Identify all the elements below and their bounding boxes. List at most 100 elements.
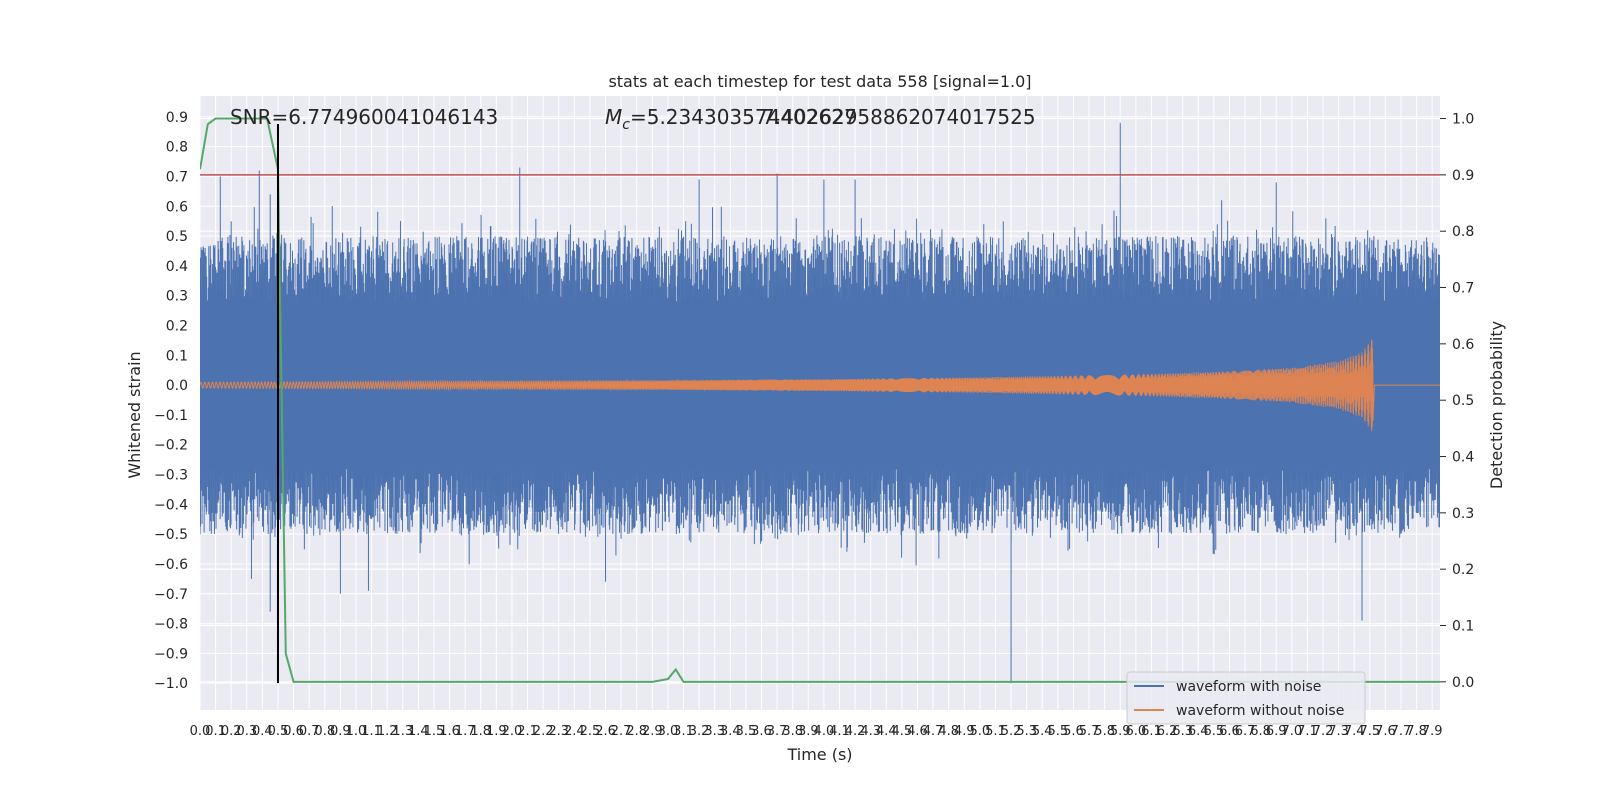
chirp-mass-annotation: Mc=5.234303574402627 [605,105,857,133]
y2-tick-label: 0.1 [1452,619,1474,635]
x-tick-label: 3.6 [751,724,772,739]
x-tick-label: 7.7 [1391,724,1412,739]
x-tick-label: 4.3 [860,724,881,739]
x-tick-label: 7.3 [1328,724,1349,739]
x-tick-label: 7.9 [1422,724,1443,739]
x-tick-label: 6.9 [1266,724,1287,739]
x-tick-label: 4.7 [923,724,944,739]
x-tick-label: 7.2 [1313,724,1334,739]
x-tick-label: 6.7 [1235,724,1256,739]
x-tick-label: 6.4 [1188,724,1209,739]
y-tick-label: −0.4 [154,497,188,513]
y2-tick-label: 0.2 [1452,562,1474,578]
x-tick-label: 6.3 [1172,724,1193,739]
x-tick-label: 5.3 [1016,724,1037,739]
x-tick-label: 5.2 [1001,724,1022,739]
x-tick-label: 0.4 [252,724,273,739]
chart-title: stats at each timestep for test data 558… [608,72,1031,91]
x-tick-label: 0.6 [283,724,304,739]
x-tick-label: 3.2 [689,724,710,739]
series-waveform-without-noise [200,339,1440,432]
y2-tick-label: 0.5 [1452,393,1474,409]
x-ticks: 0.00.10.20.30.40.50.60.70.80.91.01.11.21… [190,724,1443,739]
x-tick-label: 3.7 [767,724,788,739]
x-tick-label: 0.9 [330,724,351,739]
x-tick-label: 7.1 [1297,724,1318,739]
x-tick-label: 4.9 [954,724,975,739]
x-tick-label: 4.1 [829,724,850,739]
y-tick-label: 0.3 [166,289,188,305]
y-tick-label: −0.2 [154,438,188,454]
y-tick-label: 0.9 [166,110,188,126]
y2-axis-label: Detection probability [1487,321,1506,489]
y2-tick-label: 0.4 [1452,450,1474,466]
x-tick-label: 5.9 [1110,724,1131,739]
x-tick-label: 6.5 [1203,724,1224,739]
x-tick-label: 2.1 [517,724,538,739]
y2-tick-label: 0.7 [1452,281,1474,297]
x-tick-label: 4.8 [938,724,959,739]
x-tick-label: 3.1 [673,724,694,739]
y-tick-label: 0.4 [166,259,188,275]
snr-annotation: SNR=6.774960041046143 [230,105,498,129]
chirp-mass-symbol: M [605,105,622,129]
y-tick-label: −0.1 [154,408,188,424]
y-tick-label: 0.7 [166,169,188,185]
y2-tick-label: 0.8 [1452,224,1474,240]
x-tick-label: 5.4 [1032,724,1053,739]
series-detection-probability [200,117,1440,683]
x-tick-label: 7.4 [1344,724,1365,739]
y2-tick-label: 0.9 [1452,168,1474,184]
x-tick-label: 1.6 [439,724,460,739]
y2-tick-label: 0.6 [1452,337,1474,353]
x-tick-label: 1.2 [377,724,398,739]
x-tick-label: 3.9 [798,724,819,739]
legend-label-noise: waveform with noise [1176,679,1321,695]
y2-tick-label: 0.3 [1452,506,1474,522]
x-tick-label: 2.9 [642,724,663,739]
x-tick-label: 0.1 [205,724,226,739]
y2-tick-label: 0.0 [1452,675,1474,691]
x-tick-label: 5.1 [985,724,1006,739]
x-tick-label: 0.5 [268,724,289,739]
x-tick-label: 1.0 [346,724,367,739]
x-tick-label: 7.5 [1359,724,1380,739]
x-tick-label: 3.8 [782,724,803,739]
x-tick-label: 2.6 [595,724,616,739]
x-tick-label: 6.1 [1141,724,1162,739]
legend-box [1126,671,1366,725]
x-tick-label: 5.5 [1048,724,1069,739]
x-tick-label: 3.0 [658,724,679,739]
x-tick-label: 1.3 [392,724,413,739]
x-tick-label: 7.8 [1406,724,1427,739]
x-tick-label: 2.7 [611,724,632,739]
x-tick-label: 5.6 [1063,724,1084,739]
y2-tick-label: 1.0 [1452,112,1474,128]
y-tick-label: 0.0 [166,378,188,394]
overlap-annotation: 7.40262958862074017525 [762,105,1036,129]
x-tick-label: 1.1 [361,724,382,739]
y-tick-label: 0.5 [166,229,188,245]
y-ticks: 0.9 0.8 0.7 0.6 0.5 0.4 0.3 0.2 0.1 0.0 −0.1 −0.2 −0… [154,110,188,692]
legend-label-clean: waveform without noise [1176,703,1344,719]
x-tick-label: 1.4 [408,724,429,739]
y-axis-label: Whitened strain [125,351,144,478]
x-tick-label: 6.6 [1219,724,1240,739]
x-tick-label: 3.3 [704,724,725,739]
x-tick-label: 2.3 [548,724,569,739]
x-tick-label: 0.0 [190,724,211,739]
x-tick-label: 5.0 [970,724,991,739]
y-tick-label: −1.0 [154,676,188,692]
x-tick-label: 0.7 [299,724,320,739]
x-tick-label: 3.5 [736,724,757,739]
x-tick-label: 4.0 [814,724,835,739]
plot-area [200,117,1440,684]
x-tick-label: 3.4 [720,724,741,739]
y-tick-label: −0.8 [154,617,188,633]
chirp-mass-value: =5.234303574402627 [630,105,857,129]
x-tick-label: 0.8 [314,724,335,739]
x-tick-label: 4.2 [845,724,866,739]
y2-ticks: 1.0 0.9 0.8 0.7 0.6 0.5 0.4 0.3 0.2 0.1 0.0 [1440,112,1474,691]
x-tick-label: 5.8 [1094,724,1115,739]
